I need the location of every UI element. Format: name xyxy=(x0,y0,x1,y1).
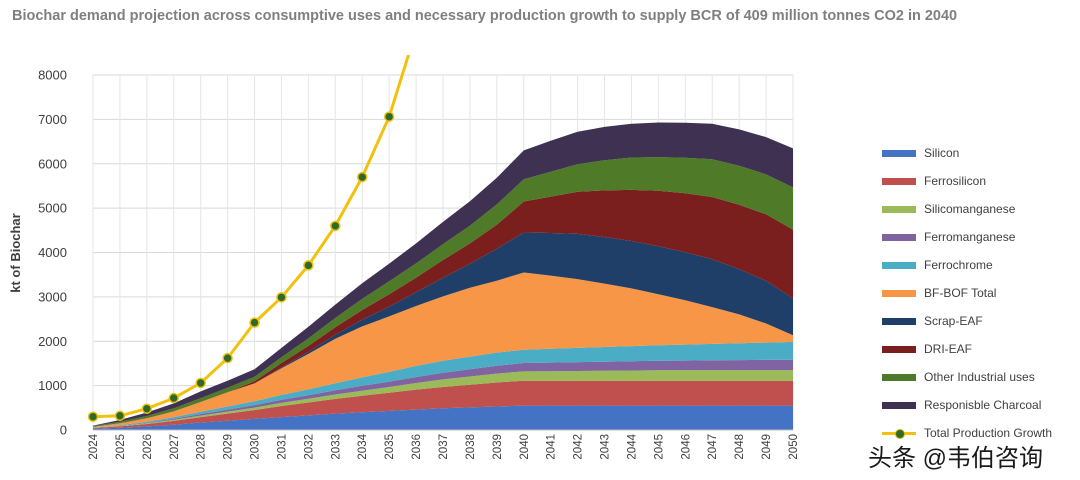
legend: Silicon Ferrosilicon Silicomanganese Ferrom… xyxy=(882,146,1078,454)
line-marker xyxy=(114,410,126,422)
watermark: 头条 @韦伯咨询 xyxy=(868,445,1044,472)
legend-swatch xyxy=(882,178,916,185)
x-tick-label: 2028 xyxy=(196,434,208,460)
area-responisble-charcoal xyxy=(93,122,793,426)
legend-marker xyxy=(895,429,905,439)
area-silicomanganese xyxy=(93,370,793,428)
x-tick-label: 2043 xyxy=(600,434,612,460)
chart-title: Biochar demand projection across consump… xyxy=(12,8,958,24)
line-marker xyxy=(249,317,260,328)
legend-item: Silicomanganese xyxy=(882,202,1078,230)
legend-item: Other Industrial uses xyxy=(882,370,1078,398)
x-tick-label: 2041 xyxy=(546,434,558,460)
x-tick-label: 2036 xyxy=(411,434,423,460)
legend-label: Total Production Growth xyxy=(924,426,1053,440)
legend-item: Silicon xyxy=(882,146,1078,174)
area-other-industrial-uses xyxy=(93,157,793,427)
legend-label: Other Industrial uses xyxy=(924,370,1035,384)
x-tick-label: 2046 xyxy=(680,434,692,460)
legend-swatch xyxy=(882,206,916,213)
x-tick-label: 2039 xyxy=(492,434,504,460)
legend-swatch xyxy=(882,290,916,297)
area-ferrochrome xyxy=(93,341,793,428)
legend-item: Ferrochrome xyxy=(882,258,1078,286)
x-tick-label: 2035 xyxy=(384,434,396,460)
line-total-production-growth xyxy=(92,55,411,419)
legend-label: DRI-EAF xyxy=(924,342,972,356)
legend-label: Silicomanganese xyxy=(924,202,1016,216)
legend-swatch xyxy=(882,374,916,381)
x-tick-label: 2049 xyxy=(761,434,773,460)
legend-label: BF-BOF Total xyxy=(924,286,997,300)
legend-item: Ferrosilicon xyxy=(882,174,1078,202)
x-tick-label: 2042 xyxy=(573,434,585,460)
area-scrap-eaf xyxy=(93,232,793,427)
y-tick-label: 1000 xyxy=(38,378,67,393)
x-tick-label: 2033 xyxy=(330,434,342,460)
line-marker xyxy=(356,171,368,183)
line-marker xyxy=(330,220,341,232)
x-tick-label: 2027 xyxy=(169,434,181,460)
legend-swatch xyxy=(882,346,916,353)
legend-item: DRI-EAF xyxy=(882,342,1078,370)
line-marker xyxy=(87,411,99,422)
x-tick-label: 2032 xyxy=(303,434,315,460)
line-marker xyxy=(222,352,233,364)
legend-item: Responisble Charcoal xyxy=(882,398,1078,426)
y-tick-label: 6000 xyxy=(38,156,67,171)
y-tick-label: 4000 xyxy=(38,245,67,260)
x-tick-label: 2031 xyxy=(276,434,288,460)
area-ferromanganese xyxy=(93,359,793,428)
legend-item: Scrap-EAF xyxy=(882,314,1078,342)
line-marker xyxy=(276,292,287,303)
x-tick-label: 2034 xyxy=(357,433,369,459)
y-tick-label: 8000 xyxy=(38,68,67,83)
y-tick-label: 0 xyxy=(60,423,67,438)
legend-label: Ferrochrome xyxy=(924,258,993,272)
area-dri-eaf xyxy=(93,189,793,427)
area-bf-bof-total xyxy=(93,272,793,428)
legend-item: Ferromanganese xyxy=(882,230,1078,258)
line-marker xyxy=(168,392,180,404)
x-tick-label: 2040 xyxy=(519,434,531,460)
area-silicon xyxy=(93,405,793,430)
x-tick-label: 2038 xyxy=(465,434,477,460)
legend-label: Ferromanganese xyxy=(924,230,1016,244)
x-tick-label: 2026 xyxy=(142,434,154,460)
legend-swatch xyxy=(882,262,916,269)
legend-swatch xyxy=(882,150,916,157)
line-marker xyxy=(383,111,395,122)
x-tick-label: 2050 xyxy=(788,434,800,460)
line-marker xyxy=(195,377,206,389)
legend-swatch xyxy=(882,402,916,409)
legend-label: Silicon xyxy=(924,146,960,160)
x-tick-label: 2037 xyxy=(438,434,450,460)
x-tick-label: 2030 xyxy=(250,434,262,460)
legend-swatch xyxy=(882,318,916,325)
x-tick-label: 2047 xyxy=(707,434,719,460)
legend-label: Ferrosilicon xyxy=(924,174,987,188)
x-tick-label: 2045 xyxy=(653,434,665,460)
y-axis-label: kt of Biochar xyxy=(8,213,23,292)
x-tick-label: 2025 xyxy=(115,434,127,460)
legend-item: BF-BOF Total xyxy=(882,286,1078,314)
y-tick-label: 5000 xyxy=(38,201,67,216)
legend-item: Total Production Growth xyxy=(882,426,1078,454)
x-tick-label: 2024 xyxy=(88,433,100,459)
line-marker xyxy=(303,260,314,271)
line-marker xyxy=(141,403,153,414)
x-tick-label: 2048 xyxy=(734,434,746,460)
legend-label: Scrap-EAF xyxy=(924,314,983,328)
x-tick-label: 2029 xyxy=(223,434,235,460)
y-tick-label: 2000 xyxy=(38,334,67,349)
y-tick-label: 7000 xyxy=(38,112,67,127)
x-tick-label: 2044 xyxy=(626,433,638,459)
area-ferrosilicon xyxy=(93,380,793,429)
y-tick-label: 3000 xyxy=(38,289,67,304)
legend-label: Responisble Charcoal xyxy=(924,398,1042,412)
legend-swatch xyxy=(882,234,916,241)
